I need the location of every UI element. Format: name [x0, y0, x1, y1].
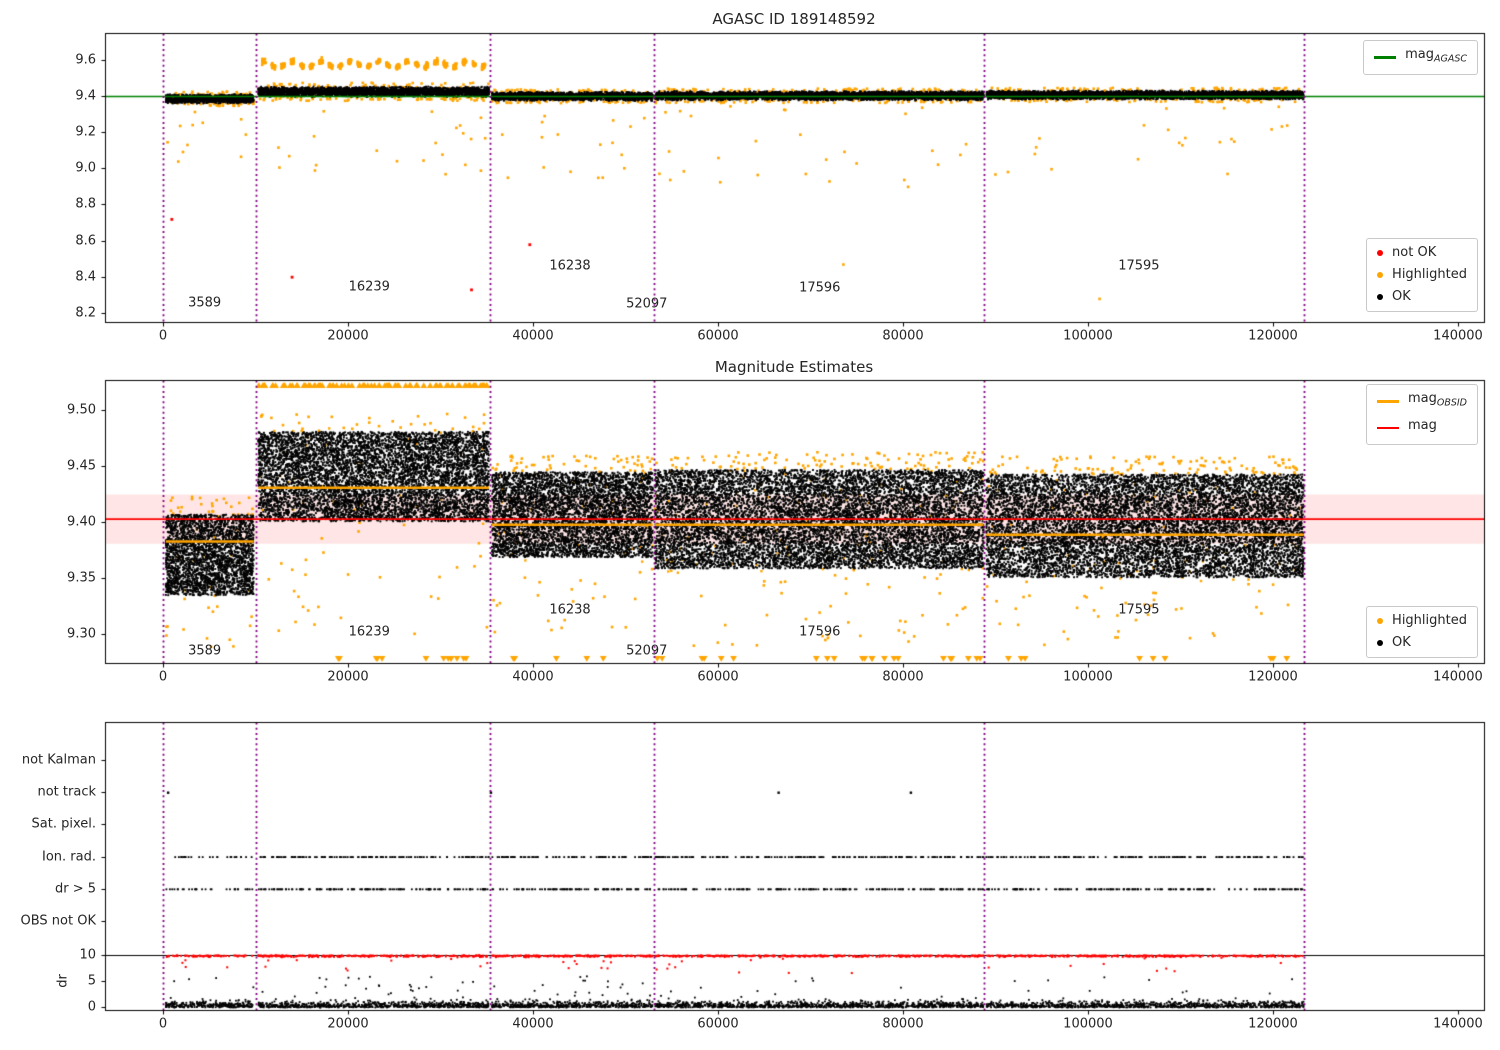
obsid-label: 16239: [348, 624, 390, 640]
x-tick-label: 60000: [697, 328, 739, 344]
mag-agasc-line-swatch: [1374, 56, 1397, 59]
x-tick-label: 40000: [512, 1016, 554, 1032]
highlighted-dot-swatch: [1377, 618, 1384, 624]
legend-label: Highlighted: [1392, 267, 1467, 282]
x-tick-label: 20000: [327, 1016, 369, 1032]
x-tick-label: 60000: [697, 1016, 739, 1032]
x-tick-label: 120000: [1248, 1016, 1298, 1032]
obsid-label: 17596: [799, 624, 841, 640]
y-tick-label: 9.30: [67, 626, 96, 642]
ok-dot-swatch: [1377, 294, 1384, 300]
x-tick-label: 100000: [1063, 328, 1113, 344]
x-tick-label: 120000: [1248, 669, 1298, 685]
legend-label: magAGASC: [1405, 47, 1467, 65]
legend-item-mag-agasc: magAGASC: [1374, 47, 1467, 68]
x-tick-label: 120000: [1248, 328, 1298, 344]
dr-axis-label: dr: [55, 974, 71, 988]
x-tick-label: 40000: [512, 328, 554, 344]
ok-dot-swatch: [1377, 640, 1384, 646]
x-tick-label: 0: [158, 669, 168, 685]
plot1-scatter-legend: not OK Highlighted OK: [1366, 238, 1478, 312]
mag-line-swatch: [1376, 426, 1399, 430]
x-tick-label: 20000: [327, 669, 369, 685]
x-tick-label: 100000: [1063, 1016, 1113, 1032]
y-tick-label: 8.6: [75, 233, 96, 249]
legend-label: Highlighted: [1392, 613, 1467, 628]
x-tick-label: 20000: [327, 328, 369, 344]
obsid-label: 52097: [626, 643, 668, 659]
x-tick-label: 100000: [1063, 669, 1113, 685]
obsid-label: 17596: [799, 280, 841, 296]
category-tick-label: Ion. rad.: [42, 849, 96, 865]
x-tick-label: 0: [158, 1016, 168, 1032]
y-tick-label: 9.50: [67, 402, 96, 418]
obsid-label: 3589: [188, 643, 222, 659]
dr-tick-label: 5: [87, 973, 96, 989]
category-tick-label: dr > 5: [54, 881, 96, 897]
x-tick-label: 80000: [882, 328, 924, 344]
y-tick-label: 9.6: [75, 52, 96, 68]
obsid-label: 16238: [549, 258, 591, 274]
legend-label: OK: [1392, 635, 1411, 650]
plot1-line-legend: magAGASC: [1363, 40, 1478, 75]
plot1-title: AGASC ID 189148592: [712, 10, 876, 28]
y-tick-label: 9.4: [75, 88, 96, 104]
dr-tick-label: 10: [79, 947, 96, 963]
legend-item-mag-obsid: magOBSID: [1376, 391, 1467, 412]
legend-item-highlighted: Highlighted: [1377, 613, 1467, 629]
category-tick-label: not Kalman: [21, 752, 96, 768]
category-tick-label: OBS not OK: [20, 913, 97, 929]
obsid-label: 52097: [626, 296, 668, 312]
x-tick-label: 60000: [697, 669, 739, 685]
x-tick-label: 80000: [882, 669, 924, 685]
obsid-label: 17595: [1118, 602, 1160, 618]
x-tick-label: 140000: [1433, 669, 1483, 685]
legend-item-mag: mag: [1376, 417, 1467, 439]
legend-label: OK: [1392, 289, 1411, 304]
x-tick-label: 0: [158, 328, 168, 344]
y-tick-label: 9.45: [67, 458, 96, 474]
legend-item-ok: OK: [1377, 635, 1467, 651]
highlighted-dot-swatch: [1377, 272, 1384, 278]
y-tick-label: 9.40: [67, 514, 96, 530]
y-tick-label: 9.0: [75, 160, 96, 176]
obsid-label: 3589: [188, 295, 222, 311]
category-tick-label: not track: [37, 784, 96, 800]
x-tick-label: 40000: [512, 669, 554, 685]
y-tick-label: 8.8: [75, 196, 96, 212]
legend-label: magOBSID: [1407, 391, 1467, 409]
plot2-scatter-legend: Highlighted OK: [1366, 606, 1478, 658]
obsid-label: 17595: [1118, 258, 1160, 274]
plot2-title: Magnitude Estimates: [714, 358, 874, 376]
x-tick-label: 80000: [882, 1016, 924, 1032]
plot2-line-legend: magOBSID mag: [1365, 384, 1478, 446]
dr-tick-label: 0: [87, 999, 96, 1015]
y-tick-label: 9.35: [67, 570, 96, 586]
x-tick-label: 140000: [1433, 1016, 1483, 1032]
obsid-label: 16238: [549, 602, 591, 618]
y-tick-label: 8.4: [75, 269, 96, 285]
legend-label: mag: [1407, 417, 1437, 433]
y-tick-label: 8.2: [75, 305, 96, 321]
legend-item-not-ok: not OK: [1377, 245, 1467, 261]
category-tick-label: Sat. pixel.: [31, 816, 96, 832]
mag-obsid-line-swatch: [1376, 400, 1399, 403]
obsid-label: 16239: [348, 279, 390, 295]
not-ok-dot-swatch: [1377, 250, 1384, 256]
legend-label: not OK: [1392, 245, 1437, 260]
legend-item-ok: OK: [1377, 289, 1467, 305]
y-tick-label: 9.2: [75, 124, 96, 140]
legend-item-highlighted: Highlighted: [1377, 267, 1467, 283]
x-tick-label: 140000: [1433, 328, 1483, 344]
